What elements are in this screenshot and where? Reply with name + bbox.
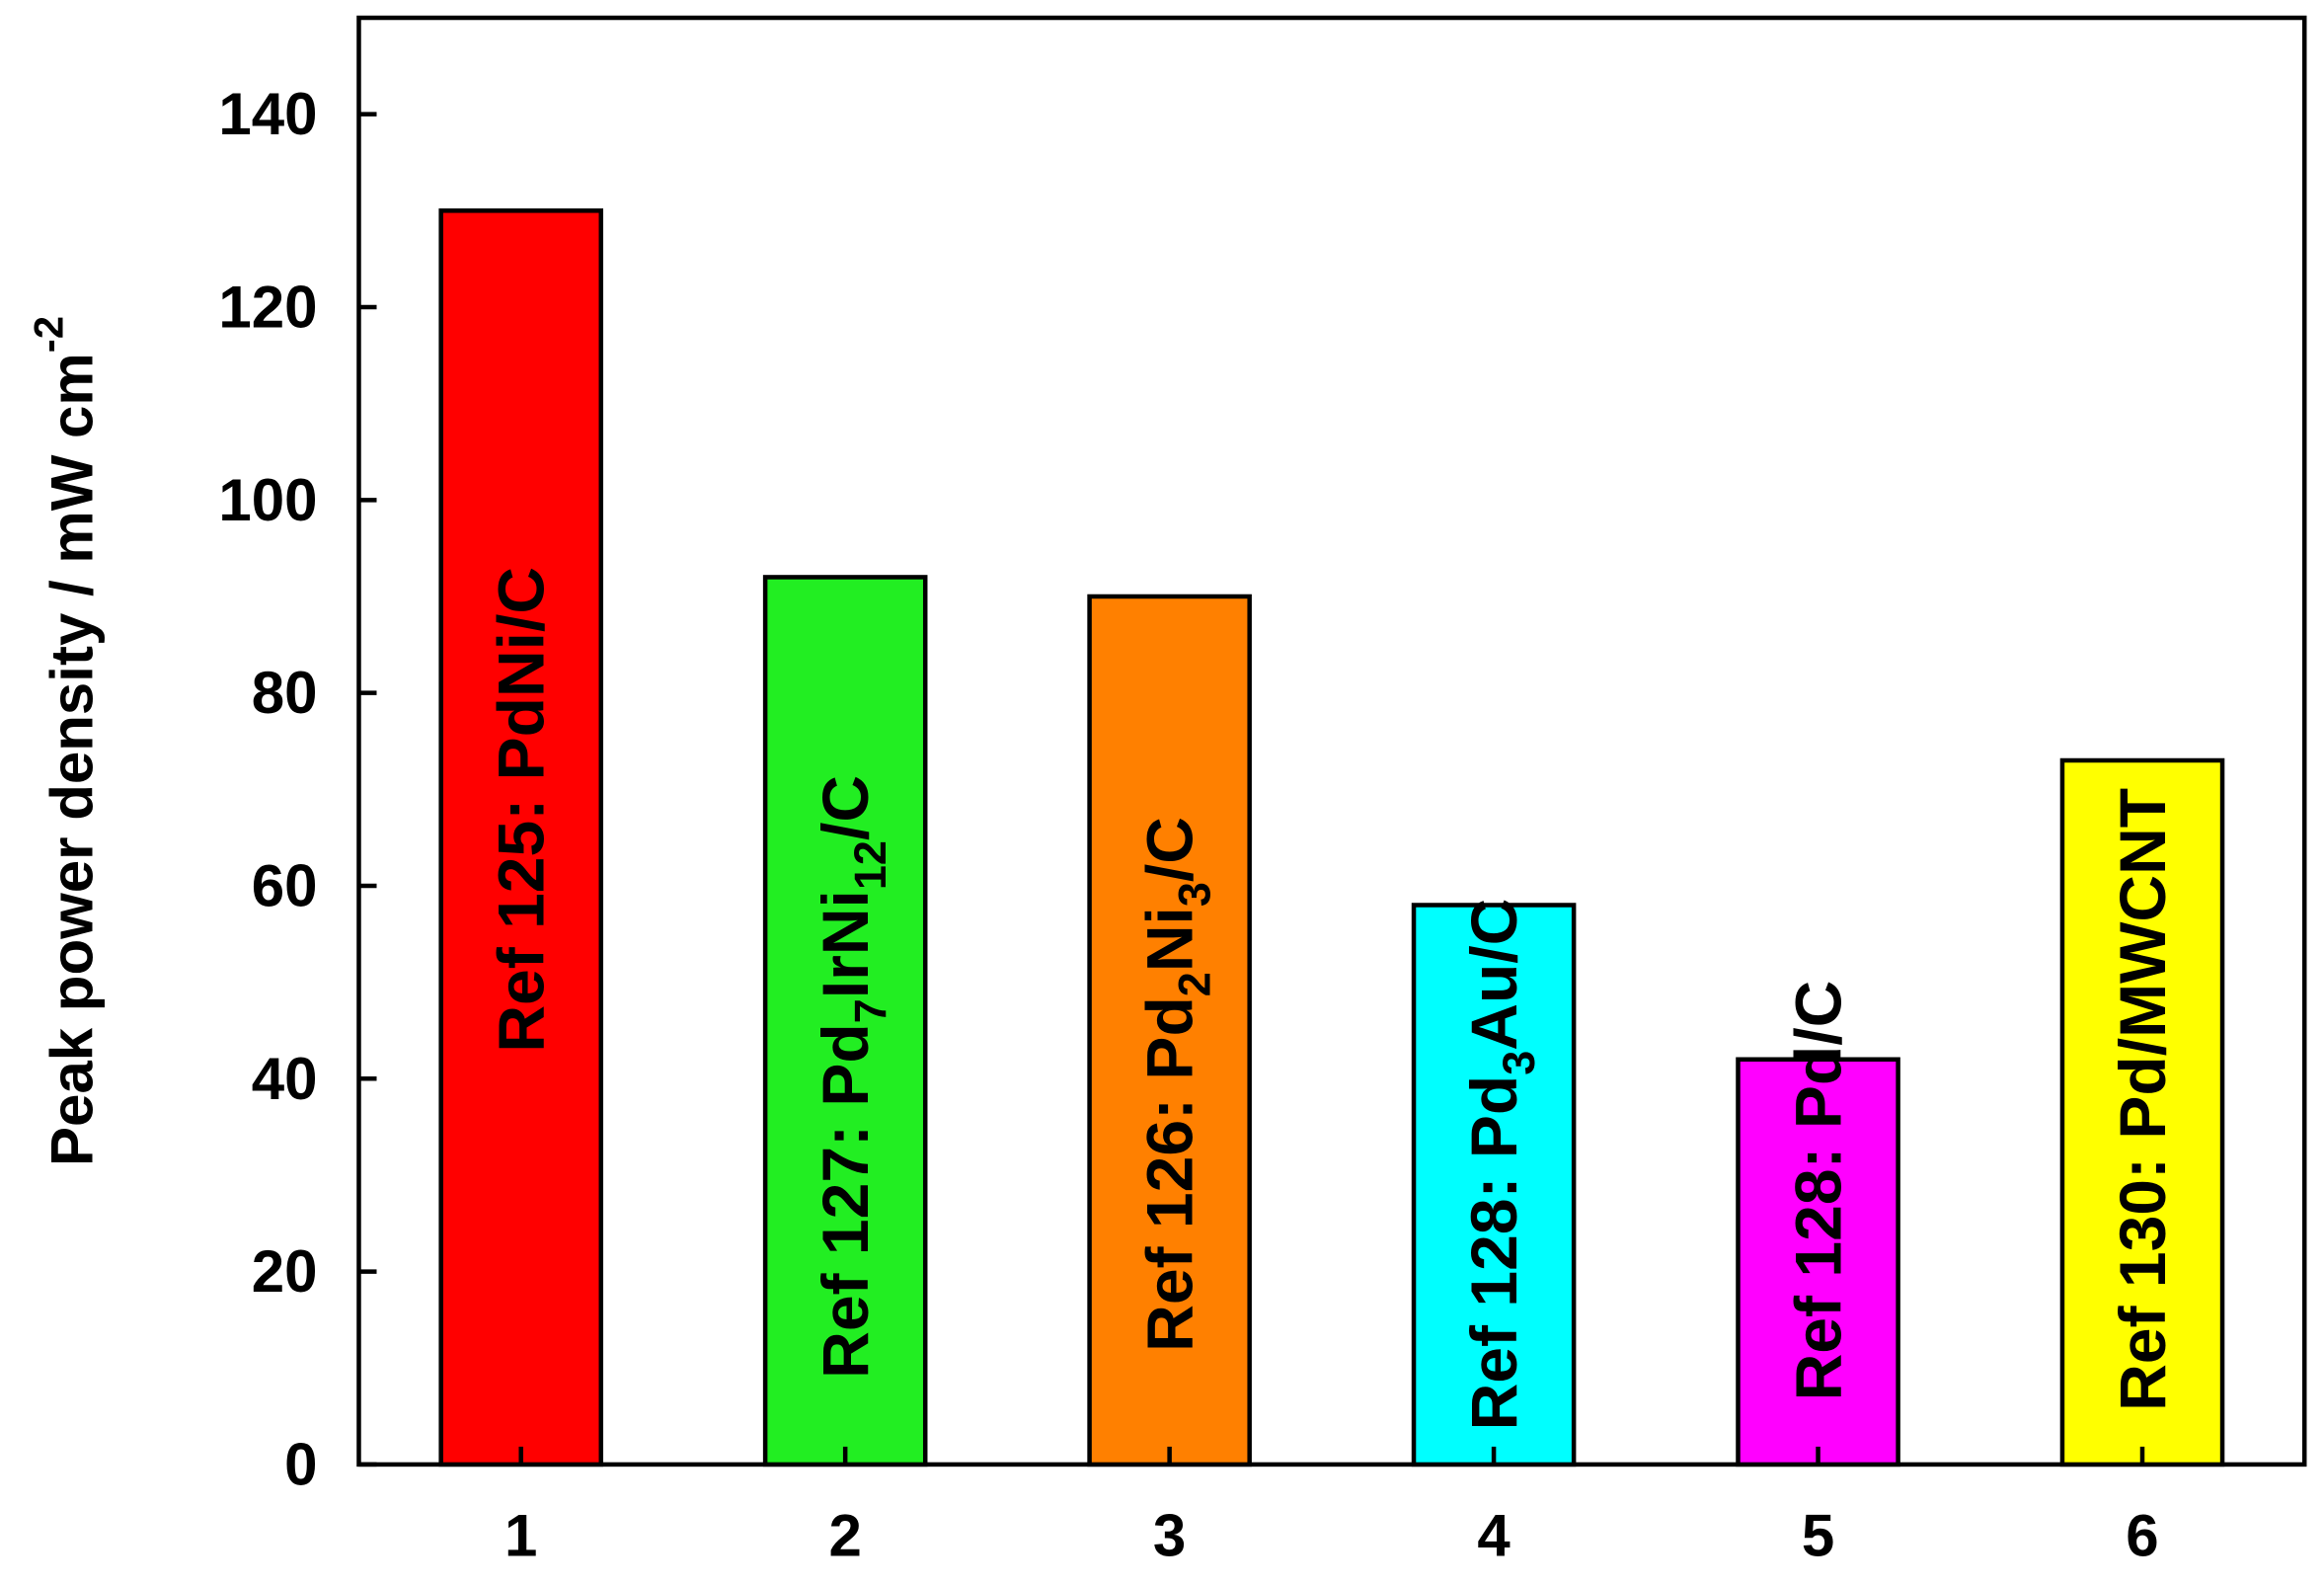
bar-label-text: Ref 126: Pd	[1133, 996, 1206, 1352]
y-tick-label: 120	[218, 274, 317, 340]
x-tick-label: 5	[1802, 1502, 1834, 1568]
y-tick-label: 0	[284, 1431, 317, 1497]
y-tick-label: 60	[252, 852, 318, 918]
bar-label-text: /C	[809, 775, 882, 840]
bar-label-sub: 2	[1170, 972, 1220, 996]
bar-label-sub: 3	[1494, 1051, 1544, 1075]
bar-label-text: Ni	[1133, 907, 1206, 972]
y-tick-label: 140	[218, 81, 317, 147]
bar-label: Ref 126: Pd2Ni3/C	[1133, 817, 1220, 1352]
bar	[1411, 903, 1577, 1467]
y-tick-label: 80	[252, 660, 318, 726]
x-tick-label: 6	[2126, 1502, 2158, 1568]
y-axis-label-sup: -2	[25, 316, 71, 353]
y-axis-label-text: Peak power density / mW cm	[39, 353, 105, 1166]
plot-frame	[356, 15, 2307, 1467]
bar-label-text: IrNi	[809, 890, 882, 998]
bar-label-text: Ref 128: Pd	[1457, 1075, 1530, 1431]
bar-label: Ref 128: Pd3Au/C	[1457, 899, 1544, 1431]
x-tick-label: 3	[1153, 1502, 1186, 1568]
y-tick-label: 100	[218, 467, 317, 533]
bar-label-sub: 7	[845, 998, 895, 1023]
bar-label: Ref 130: Pd/MWCNT	[2106, 788, 2179, 1411]
bar-label: Ref 128: Pd/C	[1782, 981, 1855, 1401]
bar-label-text: Ref 128: Pd/C	[1782, 981, 1855, 1401]
bar-label-text: Au/C	[1457, 899, 1530, 1051]
bar-label-sub: 3	[1170, 882, 1220, 907]
bar	[2059, 757, 2225, 1467]
bar-label-text: /C	[1133, 817, 1206, 882]
bar-label-text: Ref 127: Pd	[809, 1023, 882, 1379]
bar-label-text: Ref 130: Pd/MWCNT	[2106, 788, 2179, 1411]
bar	[438, 208, 604, 1467]
y-axis-label: Peak power density / mW cm-2	[25, 316, 105, 1166]
x-tick-label: 2	[828, 1502, 861, 1568]
bar-label: Ref 127: Pd7IrNi12/C	[809, 775, 895, 1379]
bar-label-text: Ref 125: PdNi/C	[485, 567, 558, 1053]
y-tick-label: 40	[252, 1046, 318, 1112]
bar-label-sub: 12	[845, 840, 895, 890]
x-tick-label: 4	[1477, 1502, 1511, 1568]
x-tick-label: 1	[504, 1502, 537, 1568]
y-tick-label: 20	[252, 1238, 318, 1305]
bar-label: Ref 125: PdNi/C	[485, 567, 558, 1053]
